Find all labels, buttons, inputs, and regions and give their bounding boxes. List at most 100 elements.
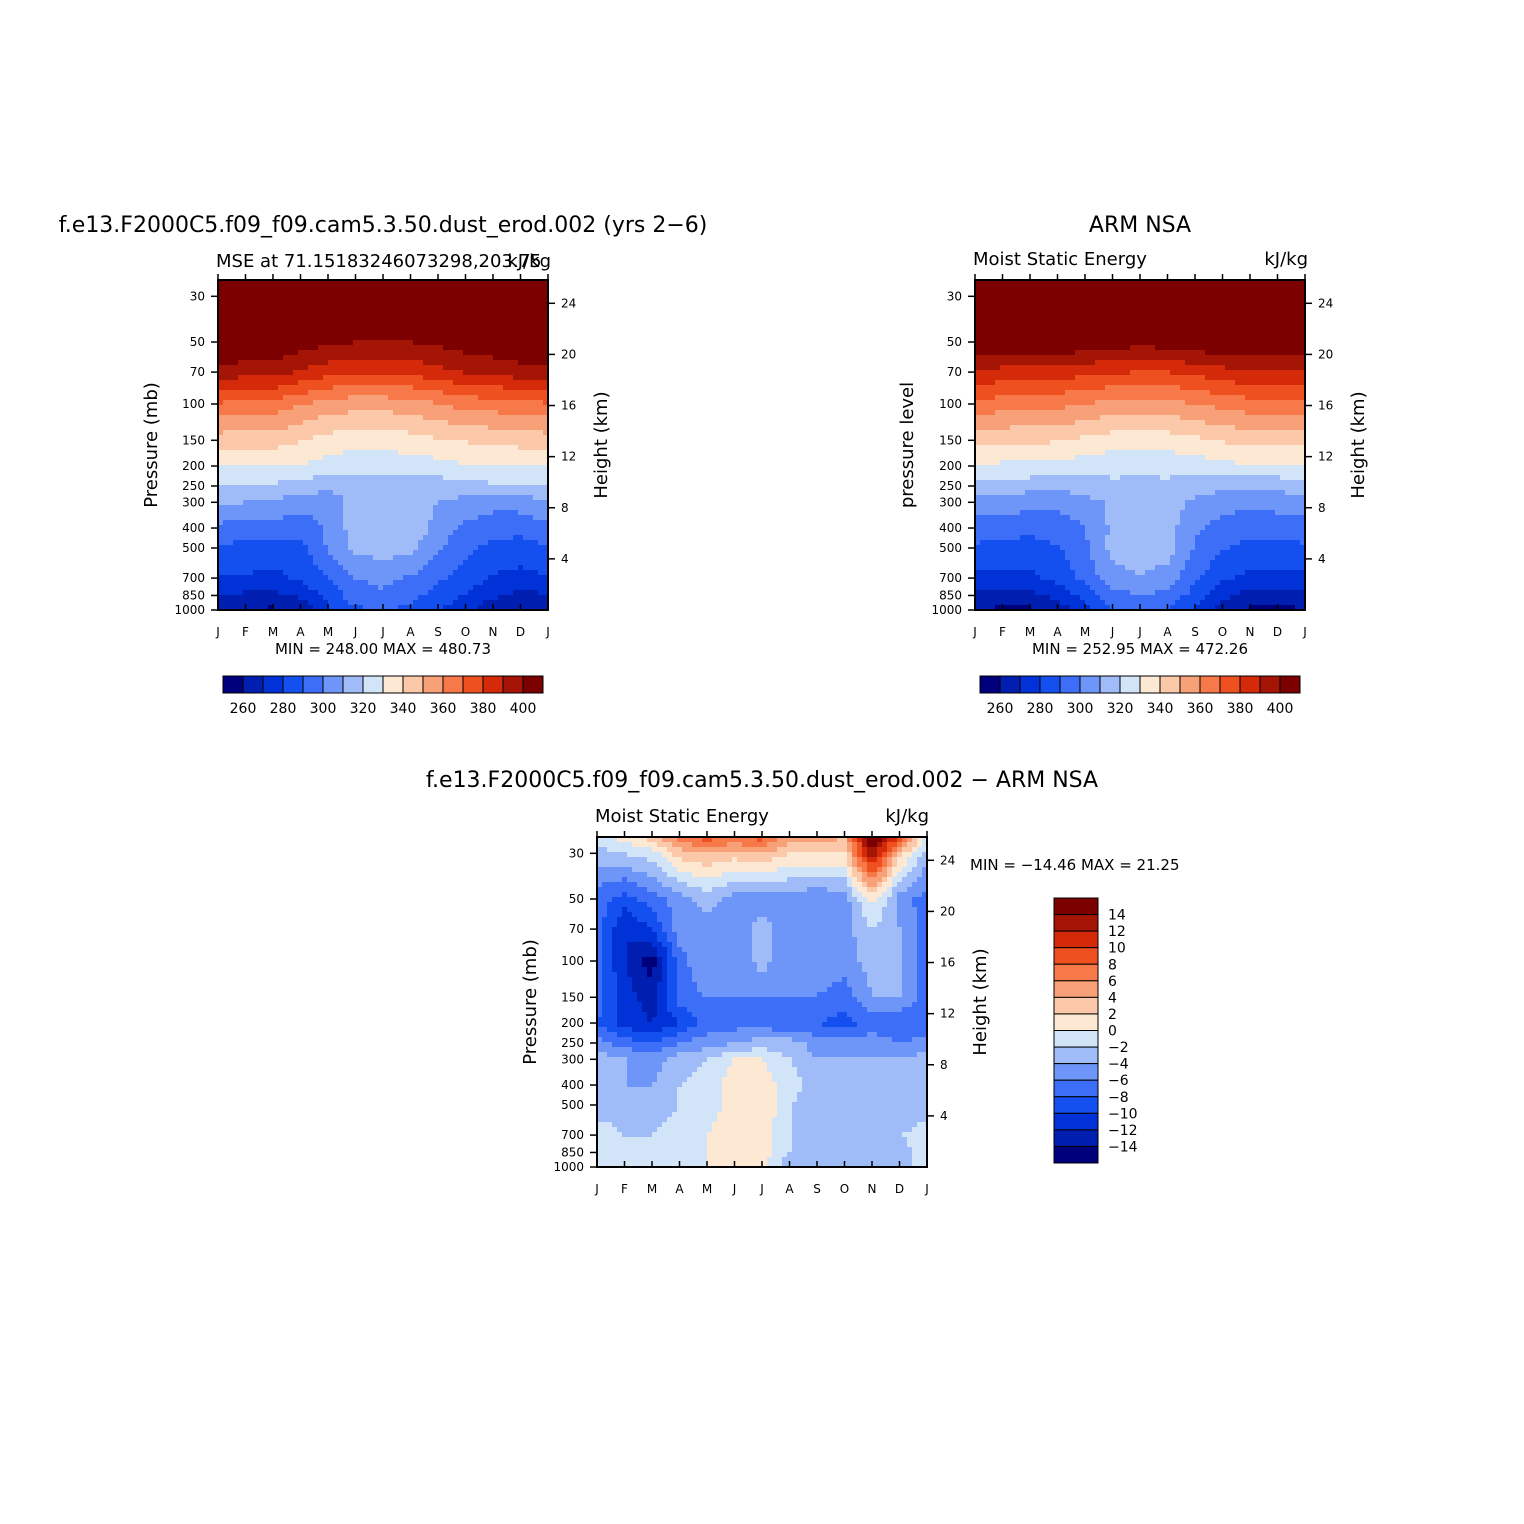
contour-cell (358, 285, 364, 291)
contour-cell (533, 280, 539, 286)
contour-cell (498, 325, 504, 331)
contour-cell (528, 370, 534, 376)
contour-cell (353, 295, 359, 301)
contour-cell (268, 510, 274, 516)
contour-cell (443, 440, 449, 446)
contour-cell (243, 550, 249, 556)
contour-cell (398, 310, 404, 316)
contour-cell (1050, 315, 1056, 321)
contour-cell (238, 535, 244, 541)
contour-cell (468, 450, 474, 456)
contour-cell (353, 455, 359, 461)
contour-cell (358, 450, 364, 456)
contour-cell (518, 320, 524, 326)
contour-cell (218, 585, 224, 591)
contour-cell (358, 600, 364, 606)
contour-cell (313, 440, 319, 446)
contour-cell (293, 490, 299, 496)
contour-cell (258, 350, 264, 356)
contour-cell (443, 590, 449, 596)
contour-cell (218, 310, 224, 316)
contour-cell (283, 355, 289, 361)
contour-cell (453, 280, 459, 286)
contour-cell (483, 280, 489, 286)
contour-cell (478, 430, 484, 436)
colorbar-label: 400 (510, 701, 537, 717)
contour-cell (503, 395, 509, 401)
contour-cell (428, 385, 434, 391)
contour-cell (313, 405, 319, 411)
contour-cell (1080, 315, 1086, 321)
contour-cell (323, 350, 329, 356)
contour-cell (1085, 300, 1091, 306)
contour-cell (428, 430, 434, 436)
contour-cell (343, 285, 349, 291)
contour-cell (443, 395, 449, 401)
contour-cell (413, 305, 419, 311)
contour-cell (438, 400, 444, 406)
contour-cell (1045, 285, 1051, 291)
contour-cell (533, 345, 539, 351)
contour-cell (388, 490, 394, 496)
contour-cell (218, 365, 224, 371)
contour-cell (378, 435, 384, 441)
contour-cell (258, 435, 264, 441)
contour-cell (493, 455, 499, 461)
contour-cell (508, 390, 514, 396)
contour-cell (403, 520, 409, 526)
contour-cell (1240, 305, 1246, 311)
contour-cell (458, 540, 464, 546)
contour-cell (313, 470, 319, 476)
contour-cell (428, 310, 434, 316)
contour-cell (278, 485, 284, 491)
contour-cell (413, 480, 419, 486)
contour-cell (443, 330, 449, 336)
contour-cell (1275, 315, 1281, 321)
contour-cell (458, 545, 464, 551)
contour-cell (463, 580, 469, 586)
contour-cell (283, 325, 289, 331)
contour-cell (333, 310, 339, 316)
contour-cell (503, 595, 509, 601)
contour-cell (508, 455, 514, 461)
contour-cell (508, 600, 514, 606)
contour-cell (423, 340, 429, 346)
contour-cell (1175, 315, 1181, 321)
contour-cell (408, 325, 414, 331)
contour-cell (418, 475, 424, 481)
contour-cell (323, 595, 329, 601)
contour-cell (248, 315, 254, 321)
contour-cell (393, 375, 399, 381)
contour-cell (303, 440, 309, 446)
contour-cell (543, 500, 549, 506)
x-tick-label: O (461, 625, 470, 639)
contour-cell (258, 570, 264, 576)
contour-cell (343, 525, 349, 531)
contour-cell (463, 310, 469, 316)
contour-cell (258, 315, 264, 321)
contour-cell (463, 315, 469, 321)
contour-cell (248, 530, 254, 536)
contour-cell (373, 395, 379, 401)
contour-cell (398, 385, 404, 391)
contour-cell (468, 555, 474, 561)
contour-cell (273, 470, 279, 476)
contour-cell (373, 405, 379, 411)
contour-cell (278, 330, 284, 336)
contour-cell (353, 550, 359, 556)
contour-cell (518, 345, 524, 351)
contour-cell (283, 515, 289, 521)
contour-cell (488, 565, 494, 571)
contour-cell (523, 310, 529, 316)
contour-cell (383, 385, 389, 391)
contour-cell (368, 580, 374, 586)
contour-cell (528, 505, 534, 511)
contour-cell (268, 465, 274, 471)
contour-cell (268, 290, 274, 296)
contour-cell (518, 450, 524, 456)
contour-cell (353, 470, 359, 476)
contour-cell (248, 570, 254, 576)
contour-cell (333, 500, 339, 506)
contour-cell (418, 410, 424, 416)
contour-cell (398, 585, 404, 591)
